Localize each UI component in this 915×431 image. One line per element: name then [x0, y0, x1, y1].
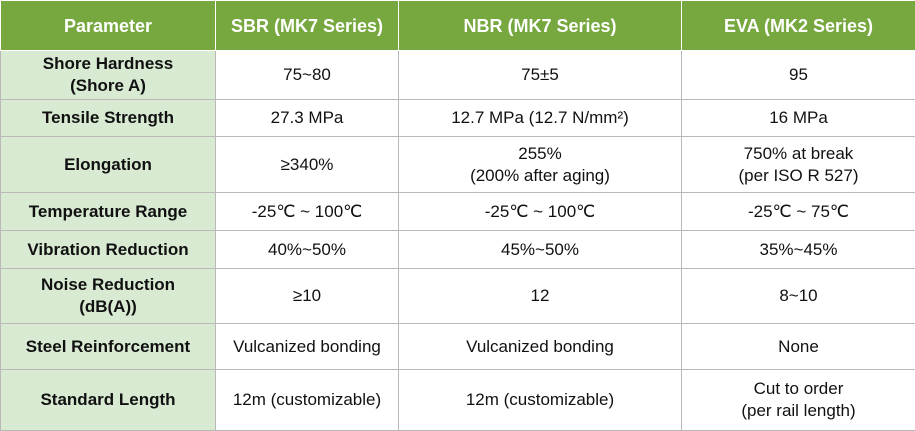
table-row: Vibration Reduction 40%~50% 45%~50% 35%~… — [1, 231, 915, 269]
table-row: Noise Reduction (dB(A)) ≥10 12 8~10 — [1, 269, 915, 324]
cell-sbr: Vulcanized bonding — [216, 324, 399, 370]
row-label-tensile-strength: Tensile Strength — [1, 100, 216, 137]
header-parameter: Parameter — [1, 1, 216, 51]
cell-eva: 8~10 — [682, 269, 915, 324]
row-label-noise-reduction: Noise Reduction (dB(A)) — [1, 269, 216, 324]
cell-nbr: 255% (200% after aging) — [399, 137, 682, 193]
cell-sbr: 75~80 — [216, 51, 399, 100]
cell-eva: 750% at break (per ISO R 527) — [682, 137, 915, 193]
header-row: Parameter SBR (MK7 Series) NBR (MK7 Seri… — [1, 1, 915, 51]
cell-sbr: 40%~50% — [216, 231, 399, 269]
header-nbr: NBR (MK7 Series) — [399, 1, 682, 51]
cell-eva: None — [682, 324, 915, 370]
cell-nbr: Vulcanized bonding — [399, 324, 682, 370]
cell-nbr: 45%~50% — [399, 231, 682, 269]
cell-sbr: ≥10 — [216, 269, 399, 324]
row-label-elongation: Elongation — [1, 137, 216, 193]
cell-sbr: 12m (customizable) — [216, 370, 399, 431]
cell-eva: -25℃ ~ 75℃ — [682, 193, 915, 231]
cell-eva: Cut to order (per rail length) — [682, 370, 915, 431]
cell-eva: 35%~45% — [682, 231, 915, 269]
cell-sbr: ≥340% — [216, 137, 399, 193]
cell-nbr: 12 — [399, 269, 682, 324]
cell-nbr: 12m (customizable) — [399, 370, 682, 431]
cell-eva: 16 MPa — [682, 100, 915, 137]
row-label-vibration-reduction: Vibration Reduction — [1, 231, 216, 269]
row-label-steel-reinforcement: Steel Reinforcement — [1, 324, 216, 370]
cell-nbr: 12.7 MPa (12.7 N/mm²) — [399, 100, 682, 137]
table-row: Standard Length 12m (customizable) 12m (… — [1, 370, 915, 431]
row-label-temperature-range: Temperature Range — [1, 193, 216, 231]
cell-sbr: -25℃ ~ 100℃ — [216, 193, 399, 231]
table-row: Elongation ≥340% 255% (200% after aging)… — [1, 137, 915, 193]
table-row: Temperature Range -25℃ ~ 100℃ -25℃ ~ 100… — [1, 193, 915, 231]
header-sbr: SBR (MK7 Series) — [216, 1, 399, 51]
table-row: Shore Hardness (Shore A) 75~80 75±5 95 — [1, 51, 915, 100]
row-label-standard-length: Standard Length — [1, 370, 216, 431]
cell-nbr: -25℃ ~ 100℃ — [399, 193, 682, 231]
table-row: Steel Reinforcement Vulcanized bonding V… — [1, 324, 915, 370]
cell-nbr: 75±5 — [399, 51, 682, 100]
row-label-shore-hardness: Shore Hardness (Shore A) — [1, 51, 216, 100]
cell-eva: 95 — [682, 51, 915, 100]
cell-sbr: 27.3 MPa — [216, 100, 399, 137]
table-row: Tensile Strength 27.3 MPa 12.7 MPa (12.7… — [1, 100, 915, 137]
header-eva: EVA (MK2 Series) — [682, 1, 915, 51]
